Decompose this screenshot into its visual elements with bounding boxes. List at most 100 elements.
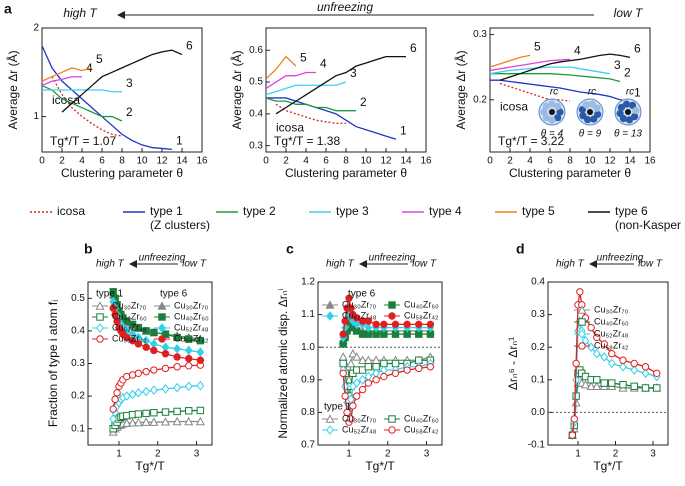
x-tick-label: 14: [624, 156, 636, 167]
marker: [134, 323, 143, 332]
x-tick-label: 16: [196, 156, 208, 167]
series-line: [266, 97, 397, 140]
header-right: low T: [182, 259, 207, 270]
marker: [653, 369, 661, 377]
legend-note: (non-Kasper clusters): [615, 218, 685, 232]
series-label: 4: [574, 43, 581, 57]
legend-label: Cu₅₈Zr₄₂: [594, 340, 629, 350]
cluster-center: [625, 109, 631, 115]
legend-label: type 4: [429, 204, 462, 218]
panel-label: d: [516, 241, 525, 257]
marker: [600, 352, 609, 362]
legend-label: type 1: [150, 204, 183, 218]
cluster-atom: [616, 109, 624, 118]
x-tick-label: 3: [194, 449, 200, 460]
series-line: [51, 76, 123, 137]
y-tick-label: 0.4: [71, 326, 85, 337]
legend-title: type 6: [160, 289, 188, 300]
y-tick-label: 0.4: [249, 108, 263, 119]
marker: [593, 376, 601, 384]
marker: [653, 384, 661, 392]
marker: [619, 361, 627, 372]
cluster-atom: [542, 114, 550, 122]
series-label: 2: [126, 105, 133, 119]
marker: [173, 344, 181, 354]
x-tick-label: 1: [116, 449, 122, 460]
y-tick-label: 0.0: [531, 407, 545, 418]
marker: [352, 378, 361, 388]
series-line: [41, 76, 82, 87]
y-axis-label: Average Δr (Å): [5, 50, 20, 129]
marker: [113, 317, 121, 325]
x-tick-label: 1: [346, 449, 352, 460]
annotation: Tg*/T = 1.38: [274, 134, 340, 148]
y-tick-label: 0.8: [301, 407, 315, 418]
y-tick-label: 0.1: [531, 374, 545, 385]
y-tick-label: 0.6: [249, 45, 263, 56]
marker: [160, 417, 171, 426]
marker: [149, 417, 159, 426]
marker: [339, 330, 347, 338]
legend-label: Cu₃₀Zr₇₀: [342, 299, 376, 309]
marker: [173, 353, 181, 361]
x-tick-label: 0: [487, 156, 493, 167]
marker: [161, 364, 170, 373]
legend-marker: [326, 425, 334, 435]
marker: [161, 350, 170, 358]
series-label: 6: [634, 42, 641, 56]
marker: [364, 317, 373, 325]
legend-label: icosa: [57, 204, 85, 218]
legend-label: type 2: [243, 204, 276, 218]
marker: [161, 342, 170, 353]
x-tick-label: 12: [380, 156, 392, 167]
inset-radius-label: rc: [550, 87, 558, 98]
marker: [196, 380, 205, 391]
marker: [185, 335, 193, 343]
x-tick-label: 0: [263, 156, 269, 167]
x-tick-label: 10: [360, 156, 372, 167]
marker: [380, 320, 388, 329]
header-left: high T: [556, 259, 585, 270]
cluster-center: [549, 109, 555, 115]
marker: [111, 310, 119, 319]
marker: [346, 358, 356, 368]
marker: [195, 416, 205, 426]
y-tick-label: 0.2: [473, 94, 487, 105]
legend-title: type 6: [348, 289, 376, 300]
y-tick-label: 1.0: [301, 342, 315, 353]
cluster-atom: [556, 108, 564, 116]
marker: [341, 317, 349, 325]
y-tick-label: 0.2: [71, 391, 85, 402]
y-axis-label: Fraction of type i atom fᵢ: [46, 300, 60, 427]
marker: [570, 415, 578, 423]
y-tick-label: -0.1: [528, 440, 546, 451]
series-label: 1: [400, 123, 407, 137]
series-line: [489, 54, 531, 68]
marker: [184, 345, 193, 356]
x-tick-label: 2: [283, 156, 289, 167]
marker: [607, 358, 616, 369]
marker: [150, 339, 158, 349]
marker: [403, 320, 411, 329]
series-line: [275, 55, 406, 115]
marker: [128, 389, 137, 400]
legend-label: type 6: [615, 204, 648, 218]
y-tick-label: 0.3: [71, 358, 85, 369]
marker: [196, 336, 205, 345]
series-line: [499, 82, 571, 102]
marker: [109, 405, 117, 413]
series-label: 3: [350, 66, 357, 80]
y-tick-label: 2: [33, 23, 39, 34]
marker: [580, 379, 591, 389]
series-line: [499, 53, 631, 81]
legend-label: Cu₅₈Zr₄₂: [112, 333, 147, 343]
marker: [372, 376, 380, 384]
marker: [142, 409, 150, 418]
marker: [185, 354, 193, 363]
legend-label: Cu₃₀Zr₇₀: [112, 300, 146, 310]
marker: [353, 314, 361, 322]
y-tick-label: 0.4: [531, 277, 545, 288]
marker: [587, 323, 595, 332]
marker: [358, 374, 367, 385]
